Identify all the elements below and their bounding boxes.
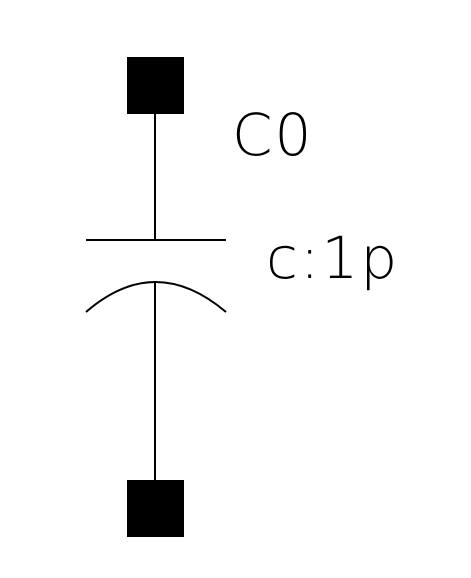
bottom-pin[interactable] — [127, 480, 184, 537]
top-pin[interactable] — [127, 57, 184, 114]
instance-name-label: C0 — [232, 101, 313, 169]
parameter-label: c:1p — [266, 224, 399, 292]
capacitor-curved-plate — [85, 281, 227, 313]
